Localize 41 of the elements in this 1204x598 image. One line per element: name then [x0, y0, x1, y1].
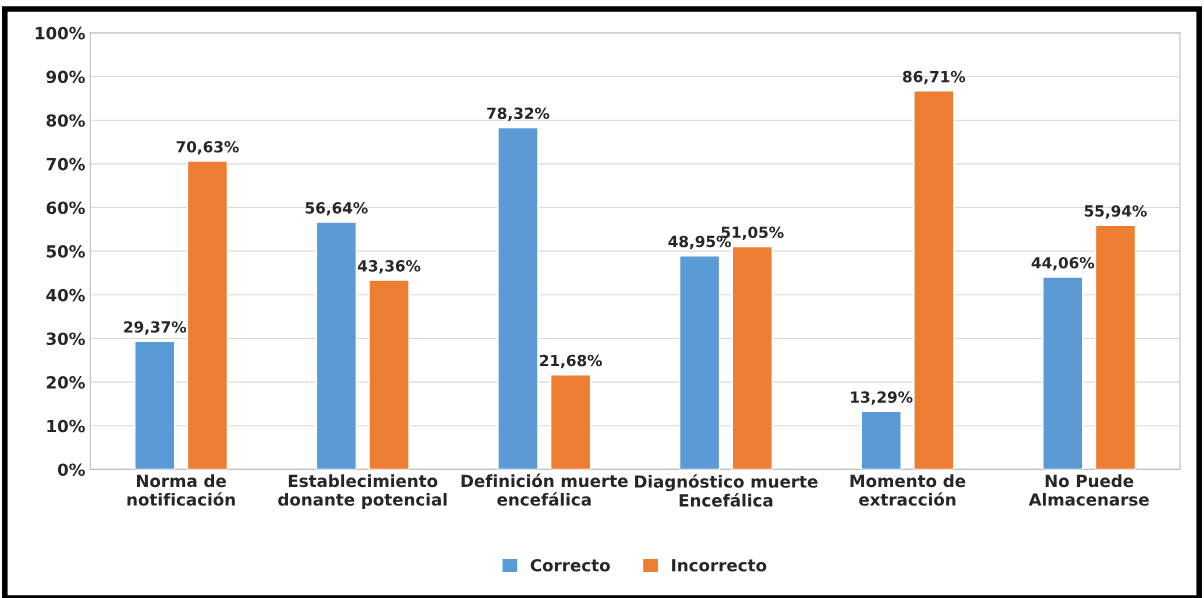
x-tick-label: Momento de extracción — [850, 474, 966, 506]
y-tick-label: 20% — [46, 376, 85, 389]
y-tick-label: 80% — [46, 114, 85, 127]
data-label: 78,32% — [487, 107, 550, 121]
x-tick-label: Establecimiento donante potencial — [278, 474, 447, 510]
x-tick-label: Norma de notificación — [127, 474, 235, 506]
legend-label: Correcto — [530, 558, 610, 572]
bar — [1094, 224, 1137, 470]
y-tick-label: 30% — [46, 332, 85, 346]
y-tick-label: 90% — [46, 70, 85, 84]
bar — [913, 90, 955, 470]
y-tick-label: 50% — [46, 245, 85, 258]
bar — [860, 410, 902, 470]
legend-label: Incorrecto — [672, 559, 767, 572]
data-label: 70,63% — [176, 141, 239, 155]
data-label: 21,68% — [540, 354, 602, 369]
x-tick-label: Definición muerte encefálica — [461, 473, 628, 506]
y-tick-label: 10% — [47, 419, 85, 433]
bar — [134, 340, 176, 470]
data-label: 56,64% — [305, 202, 368, 216]
y-tick-label: 100% — [35, 26, 85, 40]
bar — [678, 255, 721, 470]
x-tick-label: Diagnóstico muerte Encefálica — [635, 474, 818, 507]
y-tick-label: 40% — [46, 288, 85, 302]
data-label: 55,94% — [1084, 205, 1147, 219]
data-label: 29,37% — [124, 321, 187, 335]
bar — [368, 279, 410, 470]
bar — [186, 160, 229, 470]
bar — [731, 245, 773, 470]
y-tick-label: 0% — [57, 463, 85, 476]
bar — [549, 374, 592, 470]
bar — [315, 221, 358, 470]
y-tick-label: 60% — [46, 201, 85, 215]
y-tick-label: 70% — [46, 157, 85, 171]
data-label: 86,71% — [902, 70, 966, 85]
data-label: 44,06% — [1031, 257, 1095, 271]
x-tick-label: No Puede Almacenarse — [1028, 474, 1149, 506]
data-label: 13,29% — [851, 391, 913, 405]
bar — [497, 126, 539, 470]
bar — [1042, 276, 1084, 470]
data-label: 43,36% — [357, 260, 421, 274]
